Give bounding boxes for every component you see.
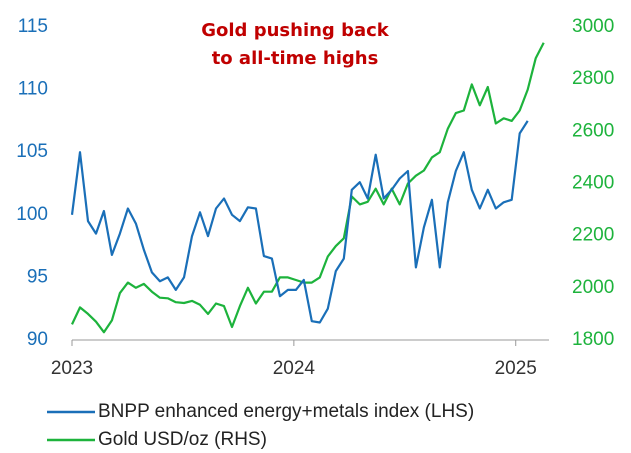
y-tick-label: 95	[27, 266, 48, 287]
y2-tick-label: 2800	[572, 68, 614, 89]
x-tick-label: 2023	[51, 358, 93, 379]
y2-tick-label: 2400	[572, 173, 614, 194]
y2-tick-label: 2000	[572, 277, 614, 298]
y2-tick-label: 3000	[572, 16, 614, 37]
chart-title: to all-time highs	[212, 48, 379, 69]
y-tick-label: 115	[18, 16, 48, 37]
series-line	[71, 42, 545, 334]
y2-tick-label: 2200	[572, 225, 614, 246]
chart-title: Gold pushing back	[201, 20, 390, 41]
y2-tick-label: 2600	[572, 120, 614, 141]
x-tick-label: 2024	[273, 358, 316, 379]
y-tick-label: 105	[16, 141, 48, 162]
legend-label: Gold USD/oz (RHS)	[98, 429, 267, 450]
y-tick-label: 90	[27, 329, 48, 350]
y-tick-label: 110	[18, 79, 48, 100]
x-tick-label: 2025	[495, 358, 537, 379]
legend-label: BNPP enhanced energy+metals index (LHS)	[98, 401, 474, 422]
series-line	[70, 120, 529, 324]
y-tick-label: 100	[16, 204, 48, 225]
y2-tick-label: 1800	[572, 329, 614, 350]
